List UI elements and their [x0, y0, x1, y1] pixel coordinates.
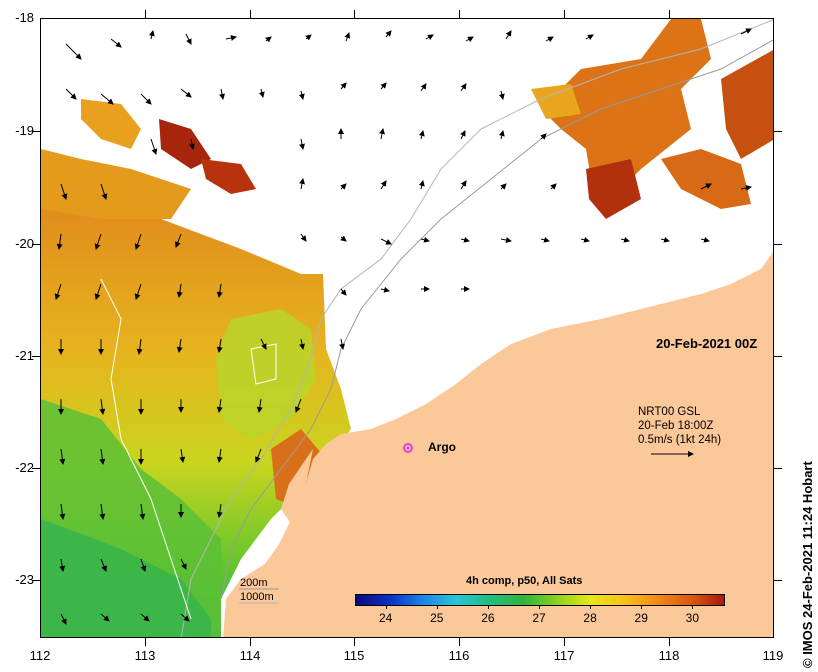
- lon-tick: [250, 638, 251, 646]
- lon-tick: [669, 638, 670, 646]
- lat-tick: [32, 580, 40, 581]
- lat-label: -19: [15, 123, 34, 138]
- contour-200m: [220, 39, 773, 600]
- lon-tick: [669, 10, 670, 18]
- colorbar-label: 25: [430, 611, 444, 625]
- vector-legend-line2: 20-Feb 18:00Z: [638, 420, 714, 432]
- lon-label: 113: [134, 648, 156, 663]
- lat-label: -20: [15, 236, 34, 251]
- lon-tick: [145, 10, 146, 18]
- colorbar-label: 27: [532, 611, 546, 625]
- contour-white-1: [100, 278, 192, 620]
- colorbar-label: 28: [583, 611, 597, 625]
- lon-tick: [145, 638, 146, 646]
- colorbar-label: 30: [685, 611, 700, 625]
- colorbar-tick: [641, 605, 643, 609]
- sst-patch-yellow-center: [216, 309, 316, 439]
- lon-label: 115: [343, 648, 365, 663]
- current-vectors: [54, 28, 752, 625]
- sst-patch-north-2: [201, 159, 256, 194]
- lon-label: 117: [553, 648, 575, 663]
- lon-tick: [250, 10, 251, 18]
- colorbar-label: 29: [634, 611, 648, 625]
- lon-label: 114: [239, 648, 261, 663]
- sst-patch-north-west: [41, 149, 191, 219]
- lon-tick: [459, 638, 460, 646]
- date-label: 20-Feb-2021 00Z: [656, 336, 758, 351]
- vector-legend: NRT00 GSL 20-Feb 18:00Z 0.5m/s (1kt 24h): [638, 405, 721, 447]
- colorbar-tick: [539, 605, 540, 609]
- credit-text: © IMOS 24-Feb-2021 11:24 Hobart: [800, 461, 815, 668]
- depth-legend-1000m: 1000m: [240, 591, 274, 603]
- lat-tick: [774, 244, 782, 245]
- lon-tick: [564, 10, 565, 18]
- lon-label: 112: [29, 648, 51, 663]
- sst-patch-ne-2: [721, 50, 773, 159]
- colorbar-tick: [692, 605, 694, 609]
- sst-patch-green-2: [41, 519, 211, 637]
- lat-label: -22: [15, 460, 34, 475]
- lat-label: -21: [15, 348, 34, 363]
- lat-label: -18: [15, 10, 34, 25]
- colorbar-title: 4h comp, p50, All Sats: [466, 575, 583, 587]
- lat-tick: [32, 356, 40, 357]
- exmouth-gulf-land: [281, 449, 313, 524]
- sst-patch-ne-3: [586, 159, 641, 219]
- lat-tick: [774, 131, 782, 132]
- sst-patch-ne-4: [531, 84, 581, 119]
- argo-label: Argo: [428, 440, 456, 454]
- colorbar-tick: [385, 605, 387, 609]
- lon-label: 119: [762, 648, 784, 663]
- argo-marker[interactable]: [403, 443, 413, 453]
- sst-patch-ne-1: [541, 19, 711, 199]
- depth-legend: 200m 1000m: [240, 576, 274, 604]
- colorbar: [355, 594, 725, 606]
- lat-label: -23: [15, 572, 34, 587]
- lat-tick: [32, 468, 40, 469]
- lat-tick: [774, 356, 782, 357]
- land-mass: [223, 251, 773, 637]
- depth-legend-200m: 200m: [240, 577, 268, 589]
- lat-tick: [32, 131, 40, 132]
- lon-tick: [459, 10, 460, 18]
- lon-label: 118: [658, 648, 680, 663]
- lat-tick: [774, 580, 782, 581]
- sst-patch-north-3: [81, 99, 141, 149]
- lat-tick: [774, 468, 782, 469]
- sst-patch-north-1: [159, 119, 211, 169]
- lon-label: 116: [448, 648, 470, 663]
- lon-tick: [354, 10, 355, 18]
- colorbar-label: 26: [481, 611, 495, 625]
- sst-map: [41, 19, 773, 637]
- colorbar-tick: [590, 605, 592, 609]
- vector-legend-line3: 0.5m/s (1kt 24h): [638, 434, 722, 446]
- lon-tick: [564, 638, 565, 646]
- colorbar-tick: [436, 605, 438, 609]
- vector-legend-line1: NRT00 GSL: [638, 406, 701, 418]
- sst-patch-ne-5: [661, 149, 751, 209]
- colorbar-label: 24: [378, 611, 393, 625]
- colorbar-tick: [487, 605, 489, 609]
- lon-tick: [354, 638, 355, 646]
- contour-white-2: [250, 343, 277, 385]
- map-frame[interactable]: [40, 18, 774, 638]
- lat-tick: [32, 244, 40, 245]
